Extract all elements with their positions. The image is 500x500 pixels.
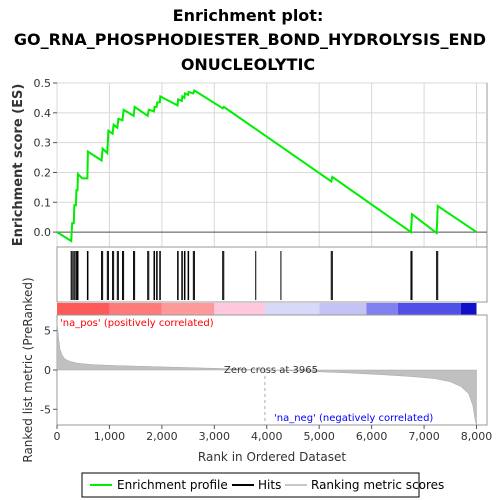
x-tick-label: 6,000 [356,430,388,443]
rank-axis-title: Ranked list metric (PreRanked) [21,277,35,462]
x-tick-label: 7,000 [408,430,440,443]
x-tick-label: 5,000 [303,430,335,443]
x-tick-label: 3,000 [199,430,231,443]
rank-y-ticks: 5 0 -5 [40,325,57,416]
legend: Enrichment profile Hits Ranking metric s… [81,472,444,498]
rank-y-tick-label: 0 [44,364,51,377]
color-bar-segment [460,303,477,315]
es-panel: 0.0 0.1 0.2 0.3 0.4 0.5 Enrichment score (ES) [11,77,488,248]
x-tick-label: 2,000 [146,430,178,443]
ranking-metric-area [56,321,477,426]
color-bar-segment [366,303,398,315]
rank-y-tick-label: -5 [40,403,51,416]
hit-marks [70,251,439,300]
legend-hits-label: Hits [258,478,281,492]
hits-panel-frame [56,246,488,303]
legend-enrichment-label: Enrichment profile [117,478,228,492]
zero-cross-label: Zero cross at 3965 [224,365,318,376]
rank-color-bar [57,303,477,315]
es-y-tick-label: 0.3 [34,137,52,150]
x-tick-label: 0 [54,430,61,443]
x-tick-label: 1,000 [94,430,126,443]
enrichment-profile-line [56,89,478,243]
es-axis-title: Enrichment score (ES) [11,84,26,247]
es-y-tick-label: 0.5 [34,77,52,90]
legend-ranking-label: Ranking metric scores [311,478,444,492]
x-tick-label: 8,000 [461,430,493,443]
color-bar-segment [319,303,367,315]
chart-title-line-1: Enrichment plot: [173,6,324,25]
es-y-ticks: 0.0 0.1 0.2 0.3 0.4 0.5 [34,77,57,239]
es-panel-frame [56,82,488,248]
chart-title-line-3: ONUCLEOLYTIC [181,55,315,74]
neg-correlated-label: 'na_neg' (negatively correlated) [274,413,433,424]
es-gridlines [56,82,487,247]
rank-metric-panel: 5 0 -5 'na_pos' (positively correlated) Ze… [21,277,488,463]
es-y-tick-label: 0.0 [34,226,52,239]
color-bar-segment [397,303,461,315]
color-bar-segment [161,303,215,315]
es-y-tick-label: 0.2 [34,166,52,179]
x-axis-ticks: 0 1,000 2,000 3,000 4,000 5,000 6,000 7,000 8,00… [54,425,493,443]
chart-title-line-2: GO_RNA_PHOSPHODIESTER_BOND_HYDROLYSIS_EN… [14,30,486,49]
x-axis-title: Rank in Ordered Dataset [198,450,346,464]
color-bar-segment [109,303,162,315]
color-bar-segment [57,303,110,315]
hits-panel [56,246,488,315]
pos-correlated-label: 'na_pos' (positively correlated) [60,318,214,329]
es-y-tick-label: 0.1 [34,196,52,209]
rank-y-tick-label: 5 [44,325,51,338]
color-bar-segment [214,303,265,315]
es-y-tick-label: 0.4 [34,107,52,120]
x-tick-label: 4,000 [251,430,283,443]
color-bar-segment [264,303,320,315]
